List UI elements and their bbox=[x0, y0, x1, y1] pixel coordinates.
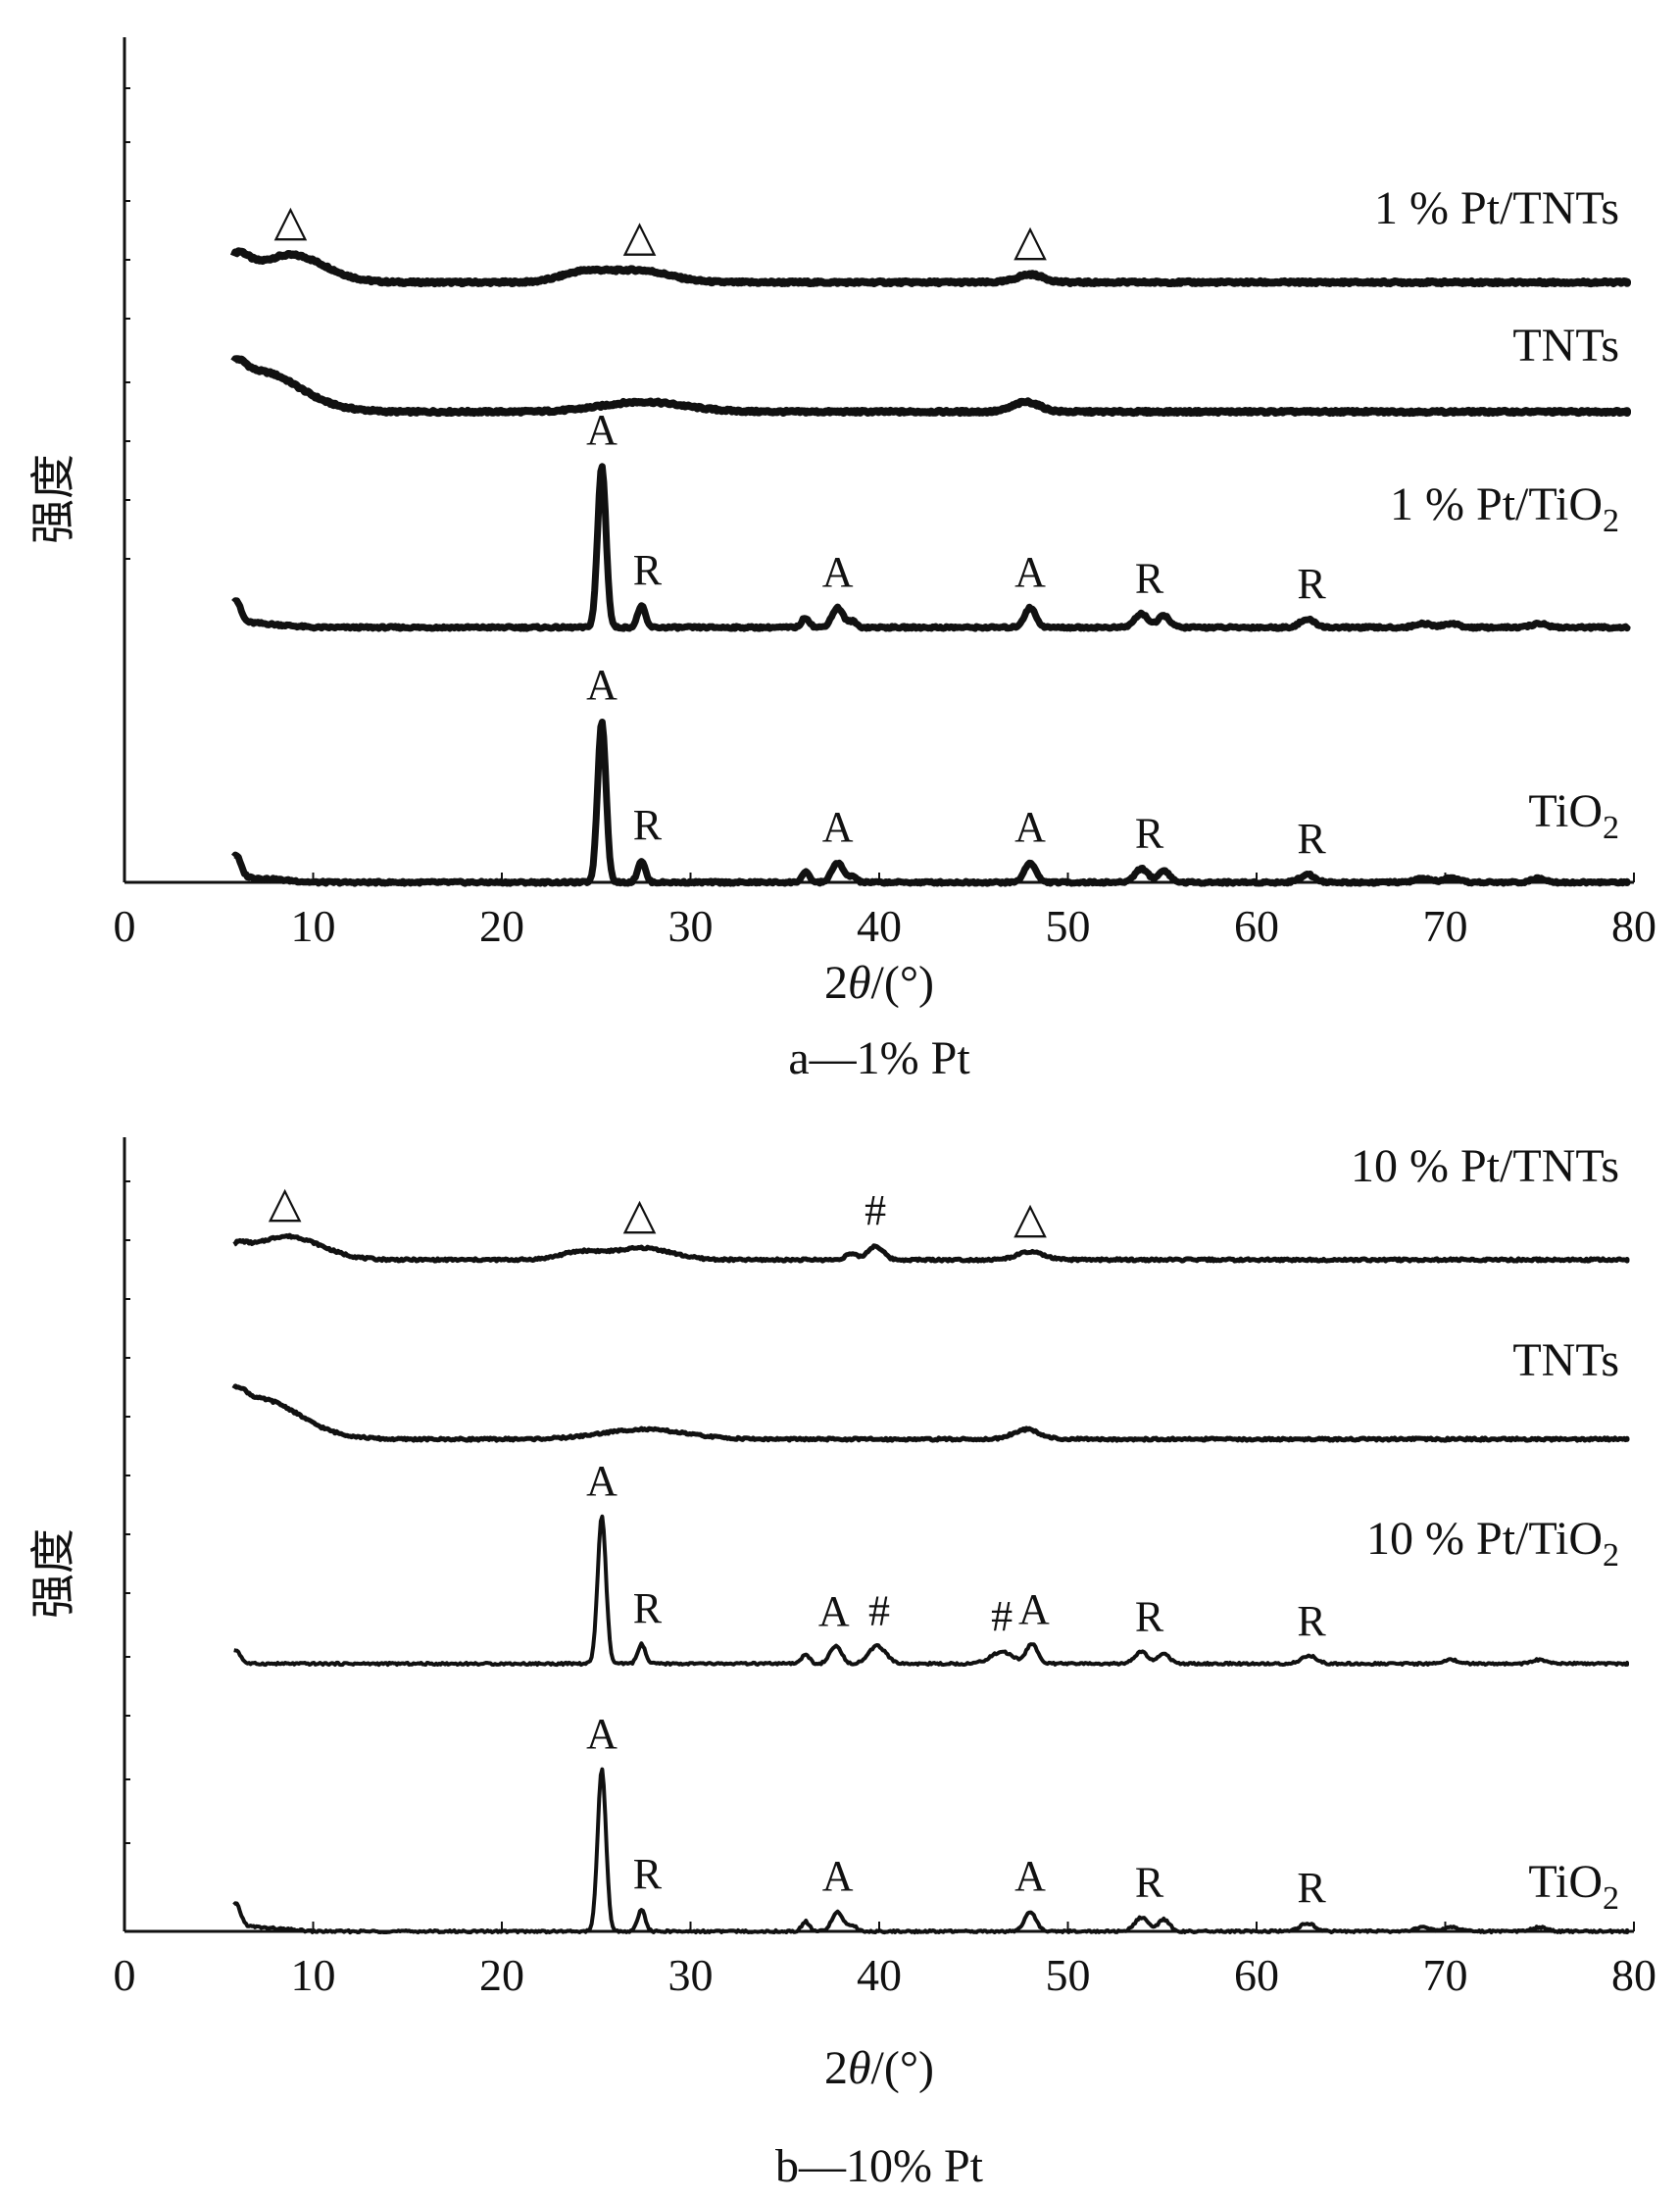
x-tick-label: 0 bbox=[114, 1950, 136, 2000]
series-line bbox=[231, 1383, 1630, 1443]
peak-marker: A bbox=[822, 1852, 854, 1900]
peak-marker: R bbox=[1297, 1597, 1326, 1645]
x-tick-label: 70 bbox=[1423, 1950, 1468, 2000]
peak-marker: R bbox=[1135, 1592, 1164, 1640]
peak-marker: # bbox=[868, 1586, 890, 1634]
x-tick-label: 10 bbox=[291, 1950, 336, 2000]
series-line bbox=[229, 247, 1631, 288]
peak-marker: R bbox=[633, 1584, 663, 1632]
chart-panel-a: 0 10 20 30 40 50 60 70 80 2θ/(°) 强度 a—1% Pt 1 % Pt/T… bbox=[26, 37, 1656, 1084]
x-tick-label: 10 bbox=[291, 901, 336, 951]
x-tick-label: 30 bbox=[668, 901, 714, 951]
panel-caption: b—10% Pt bbox=[775, 2140, 984, 2192]
peak-marker: △ bbox=[623, 1190, 657, 1238]
peak-marker: A bbox=[586, 1710, 618, 1758]
peak-marker: A bbox=[1018, 1585, 1050, 1633]
series-label: 1 % Pt/TNTs bbox=[1374, 182, 1619, 234]
peak-marker: A bbox=[586, 1457, 618, 1505]
series-line bbox=[233, 1514, 1629, 1668]
series-line bbox=[232, 1767, 1629, 1935]
peak-marker: △ bbox=[1013, 1194, 1047, 1242]
peak-marker: A bbox=[586, 661, 618, 709]
x-tick-label: 50 bbox=[1046, 901, 1091, 951]
series-label: TNTs bbox=[1512, 320, 1619, 372]
peak-marker: R bbox=[633, 546, 663, 594]
peak-marker: △ bbox=[273, 197, 307, 245]
series-label: 10 % Pt/TNTs bbox=[1351, 1140, 1619, 1192]
x-tick-label: 60 bbox=[1234, 901, 1279, 951]
series-label: TiO2 bbox=[1528, 1856, 1619, 1917]
x-tick-label: 70 bbox=[1423, 901, 1468, 951]
peak-marker: R bbox=[1297, 560, 1326, 608]
x-tick-label: 0 bbox=[114, 901, 136, 951]
chart-panel-b: 0 10 20 30 40 50 60 70 80 2θ/(°) 强度 b—10% Pt 10 % Pt… bbox=[26, 1137, 1656, 2192]
x-tick-label: 20 bbox=[479, 901, 524, 951]
x-tick-label: 80 bbox=[1611, 901, 1656, 951]
peak-marker: R bbox=[1135, 555, 1164, 603]
series-label: 1 % Pt/TiO2 bbox=[1390, 478, 1619, 539]
peak-marker: R bbox=[633, 801, 663, 849]
peak-marker: A bbox=[818, 1587, 850, 1635]
peak-marker: # bbox=[991, 1592, 1013, 1640]
peak-marker: A bbox=[822, 548, 854, 596]
peak-marker: # bbox=[865, 1186, 886, 1234]
x-tick-label: 80 bbox=[1611, 1950, 1656, 2000]
x-tick-label: 40 bbox=[857, 901, 902, 951]
panel-caption: a—1% Pt bbox=[788, 1032, 970, 1084]
peak-marker: R bbox=[633, 1850, 663, 1898]
peak-marker: R bbox=[1297, 1864, 1326, 1912]
peak-marker: △ bbox=[623, 213, 657, 261]
peak-marker: R bbox=[1135, 1859, 1164, 1907]
series-label: TiO2 bbox=[1528, 785, 1619, 846]
series-line bbox=[232, 1232, 1630, 1264]
peak-marker: A bbox=[1014, 1852, 1046, 1900]
x-tick-label: 20 bbox=[479, 1950, 524, 2000]
y-axis-label: 强度 bbox=[26, 1528, 79, 1619]
peak-marker: A bbox=[1014, 803, 1046, 851]
peak-marker: A bbox=[822, 803, 854, 851]
peak-marker: A bbox=[1014, 548, 1046, 596]
peak-marker: R bbox=[1135, 810, 1164, 858]
peak-marker: △ bbox=[269, 1178, 302, 1226]
peak-marker: A bbox=[586, 406, 618, 454]
x-tick-label: 30 bbox=[668, 1950, 714, 2000]
x-tick-label: 60 bbox=[1234, 1950, 1279, 2000]
series-line bbox=[230, 355, 1631, 418]
series-label: 10 % Pt/TiO2 bbox=[1366, 1513, 1619, 1574]
y-axis-label: 强度 bbox=[26, 454, 79, 544]
x-tick-label: 40 bbox=[857, 1950, 902, 2000]
peak-marker: R bbox=[1297, 815, 1326, 863]
peak-marker: △ bbox=[1013, 217, 1047, 265]
x-axis-label: 2θ/(°) bbox=[824, 2042, 934, 2094]
series-line bbox=[231, 463, 1631, 632]
series-line bbox=[231, 719, 1631, 887]
x-axis-label: 2θ/(°) bbox=[824, 957, 934, 1009]
x-tick-label: 50 bbox=[1046, 1950, 1091, 2000]
series-label: TNTs bbox=[1512, 1334, 1619, 1386]
